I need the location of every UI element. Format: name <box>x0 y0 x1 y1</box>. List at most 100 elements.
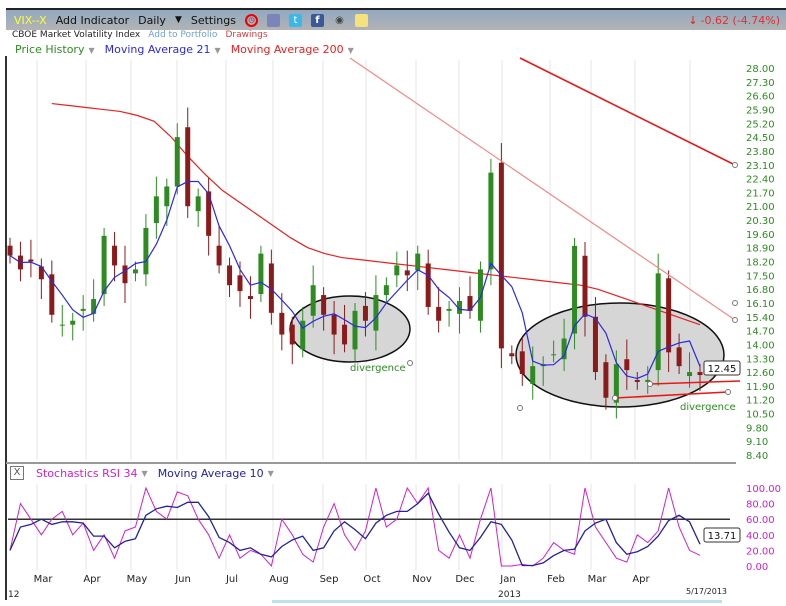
price-axis-label: 16.80 <box>746 285 775 296</box>
candle <box>80 308 86 311</box>
price-axis-label: 19.60 <box>746 230 775 241</box>
year-label: 2013 <box>498 590 521 600</box>
note-icon[interactable] <box>354 13 368 27</box>
drawings-link[interactable]: Drawings <box>225 30 268 40</box>
candle <box>394 265 400 276</box>
candle <box>28 259 34 262</box>
drawing-handle[interactable] <box>732 162 738 168</box>
price-axis-label: 14.00 <box>746 340 775 351</box>
camera-icon[interactable]: ◉ <box>335 14 344 26</box>
candle <box>70 320 76 325</box>
candle <box>509 353 515 357</box>
trendline[interactable] <box>649 380 741 385</box>
srsi-axis-label: 60.00 <box>746 515 775 526</box>
candle <box>268 263 274 313</box>
facebook-icon[interactable]: f <box>310 13 324 27</box>
price-axis-label: 9.80 <box>746 423 768 434</box>
drawing-handle[interactable] <box>517 405 523 411</box>
add-to-portfolio-link[interactable]: Add to Portfolio <box>148 30 218 40</box>
legend-ma21[interactable]: Moving Average 21 <box>104 43 211 56</box>
price-axis-label: 23.10 <box>746 161 775 172</box>
candle <box>38 266 44 280</box>
period-select[interactable]: Daily <box>138 13 166 27</box>
stoch-rsi-line <box>9 486 701 568</box>
srsi-axis-label: 0.00 <box>746 562 768 573</box>
drawing-handle[interactable] <box>732 300 738 306</box>
candle <box>289 324 295 345</box>
chevron-down-icon[interactable]: ▼ <box>141 468 148 478</box>
trendline[interactable] <box>614 391 729 399</box>
trendline[interactable] <box>519 57 736 166</box>
price-axis-label: 13.30 <box>746 354 775 365</box>
legend-stoch-rsi[interactable]: Stochastics RSI 34 <box>36 466 138 480</box>
drawing-handle[interactable] <box>647 381 653 387</box>
candle <box>697 372 703 376</box>
candle <box>415 253 421 271</box>
chevron-down-icon[interactable]: ▼ <box>88 46 95 55</box>
candle <box>132 269 138 274</box>
price-axis-label: 28.00 <box>746 64 775 75</box>
candle <box>143 227 149 275</box>
month-label: Jan <box>499 574 515 585</box>
candle <box>91 299 97 314</box>
horizontal-scrollbar[interactable] <box>272 600 722 603</box>
add-indicator-button[interactable]: Add Indicator <box>55 13 130 27</box>
candle <box>582 255 588 317</box>
legend-ma10[interactable]: Moving Average 10 <box>157 466 264 480</box>
month-label: Sep <box>320 574 339 585</box>
srsi-axis-label: 40.00 <box>746 531 775 542</box>
last-price-value: 12.45 <box>708 364 737 375</box>
candle <box>352 310 358 350</box>
toolbar: VIX--X Add Indicator Daily ▼ Settings ◷ … <box>6 8 786 30</box>
drawing-handle[interactable] <box>612 395 618 401</box>
ellipse-drawing[interactable] <box>289 295 411 363</box>
candle <box>467 296 473 311</box>
candle <box>561 338 567 360</box>
candle <box>645 379 651 382</box>
price-axis-label: 21.70 <box>746 188 775 199</box>
chevron-down-icon[interactable]: ▼ <box>214 46 221 55</box>
symbol-label[interactable]: VIX--X <box>14 13 47 27</box>
chevron-down-icon[interactable]: ▼ <box>174 15 182 25</box>
month-label: Apr <box>83 574 101 585</box>
book-icon[interactable] <box>266 13 280 27</box>
legend-ma200[interactable]: Moving Average 200 <box>230 43 344 56</box>
legend-price-history[interactable]: Price History <box>15 43 85 56</box>
price-axis-label: 22.40 <box>746 175 775 186</box>
candle <box>624 359 630 371</box>
chevron-down-icon[interactable]: ▼ <box>347 46 354 55</box>
twitter-icon[interactable]: t <box>288 13 302 27</box>
candle <box>206 191 212 236</box>
candle <box>425 263 431 307</box>
price-axis-label: 16.10 <box>746 299 775 310</box>
month-label: May <box>127 574 148 585</box>
price-axis-label: 21.00 <box>746 202 775 213</box>
price-axis-label: 25.90 <box>746 105 775 116</box>
candle <box>342 324 348 345</box>
alarm-icon[interactable]: ◷ <box>244 13 258 27</box>
price-axis-label: 11.90 <box>746 382 775 393</box>
chevron-down-icon[interactable]: ▼ <box>267 468 274 478</box>
candle <box>279 312 285 335</box>
month-label: Jun <box>174 574 191 585</box>
month-label: Dec <box>455 574 474 585</box>
settings-button[interactable]: Settings <box>190 13 236 27</box>
ma21-line <box>9 180 701 380</box>
drawing-handle[interactable] <box>732 317 738 323</box>
ellipse-drawing[interactable] <box>515 302 725 408</box>
month-label: Mar <box>34 574 54 585</box>
close-panel-button[interactable]: X <box>10 466 24 480</box>
price-axis-label: 14.70 <box>746 327 775 338</box>
candle <box>195 196 201 212</box>
trendline[interactable] <box>349 57 736 321</box>
current-date: 5/17/2013 <box>686 587 727 596</box>
candle <box>457 300 463 314</box>
price-axis-label: 9.10 <box>746 437 768 448</box>
drawing-handle[interactable] <box>725 389 731 395</box>
drawing-handle[interactable] <box>407 360 413 366</box>
candle <box>112 245 118 266</box>
last-price-tag <box>703 360 741 376</box>
price-axis-label: 18.20 <box>746 258 775 269</box>
